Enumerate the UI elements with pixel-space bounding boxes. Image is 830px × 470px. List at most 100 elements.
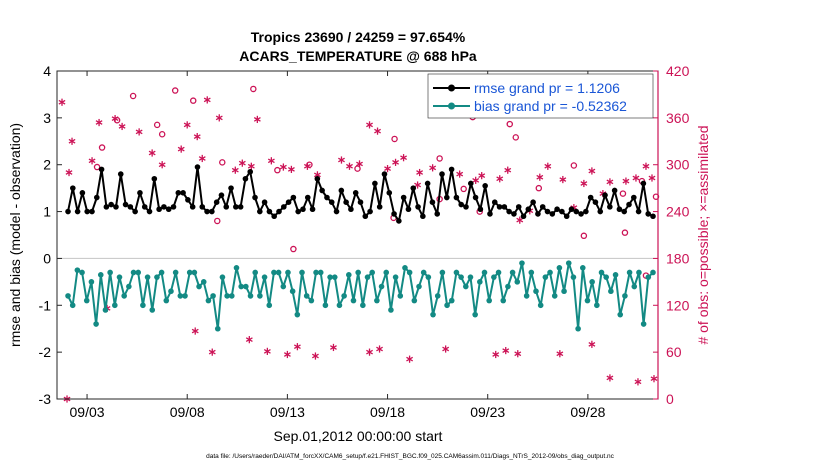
rmse-point [650,213,656,220]
rmse-point [252,194,258,201]
bias-point [645,274,652,280]
rmse-point [587,194,594,201]
rmse-point [93,194,100,201]
bias-point [97,272,104,278]
bias-point [252,269,259,276]
bias-point [467,274,474,280]
obs-assimilated-point [559,175,567,184]
rmse-point [496,204,503,210]
bias-point [463,283,469,290]
obs-possible-point [354,165,361,172]
chart-subtitle: ACARS_TEMPERATURE @ 688 hPa [239,48,477,64]
rmse-point [453,194,460,201]
bias-point [509,269,516,276]
bias-point [196,283,202,290]
rmse-point [151,175,158,182]
bias-point [533,288,539,295]
obs-assimilated-point [400,154,408,162]
bias-point [74,267,81,273]
chart-title: Tropics 23690 / 24259 = 97.654% [251,29,466,45]
obs-assimilated-point [193,133,201,141]
obs-assimilated-point [247,162,255,170]
obs-assimilated-point [374,127,381,135]
x-tick-label: 09/08 [170,404,205,420]
obs-assimilated-point [516,216,524,224]
bias-point [448,297,455,304]
obs-possible-point [621,229,629,236]
bias-point [158,269,165,276]
rmse-point [165,206,172,213]
rmse-point [185,197,191,203]
rmse-point [357,199,364,205]
rmse-point [367,208,373,215]
bias-point [406,269,413,276]
bias-point [561,288,567,295]
rmse-point [170,204,177,210]
bias-point [257,293,263,299]
obs-assimilated-point [330,343,337,352]
bias-point [182,293,188,299]
obs-assimilated-point [95,118,103,127]
y-left-tick-label: 2 [43,157,51,173]
rmse-point [477,206,484,213]
obs-assimilated-point [622,177,630,185]
rmse-point [84,208,90,215]
rmse-point [304,194,311,201]
obs-possible-point [274,166,281,174]
rmse-point [98,166,105,173]
rmse-point [376,204,383,210]
bias-point [303,293,310,299]
legend-bias-marker [448,102,455,110]
bias-point [247,293,254,299]
rmse-point [592,199,599,205]
rmse-point [439,171,445,177]
bias-point [327,274,333,280]
obs-assimilated-point [442,345,450,353]
obs-assimilated-point [416,168,424,177]
bias-point [397,293,404,299]
bias-point [603,274,609,280]
bias-point [294,311,301,318]
obs-assimilated-point [376,345,383,353]
y-right-tick-label: 300 [666,157,690,173]
bias-point [336,302,343,309]
bias-point [200,279,207,285]
obs-assimilated-point [544,162,552,170]
bias-point [219,274,226,280]
rmse-point [348,206,354,213]
bias-point [261,274,268,280]
y-left-tick-label: 0 [43,250,51,266]
obs-possible-point [512,134,520,141]
rmse-point [324,194,330,201]
obs-assimilated-point [303,162,311,170]
obs-assimilated-point [346,162,353,170]
rmse-point [410,185,417,191]
rmse-point [400,194,407,201]
bias-point [214,325,221,332]
rmse-point [554,206,560,213]
obs-assimilated-point [158,161,166,169]
rmse-point [434,211,441,217]
obs-possible-point [460,185,467,193]
bias-point [88,279,95,285]
rmse-point [515,204,522,210]
rmse-point [372,180,378,187]
bias-point [313,269,319,276]
rmse-point [444,194,450,201]
obs-assimilated-point [279,163,287,171]
bias-point [589,279,595,285]
rmse-point [141,204,148,210]
bias-point [172,269,179,276]
obs-possible-point [158,131,166,138]
bias-point [266,302,273,309]
rmse-point [122,201,129,208]
bias-point [285,269,291,276]
obs-assimilated-point [648,174,656,182]
bias-point [65,293,71,299]
obs-assimilated-point [88,157,96,165]
legend-box [427,73,654,119]
y-right-tick-label: 240 [666,204,690,220]
rmse-point [271,213,277,220]
bias-point [112,302,118,309]
rmse-point [146,208,153,215]
